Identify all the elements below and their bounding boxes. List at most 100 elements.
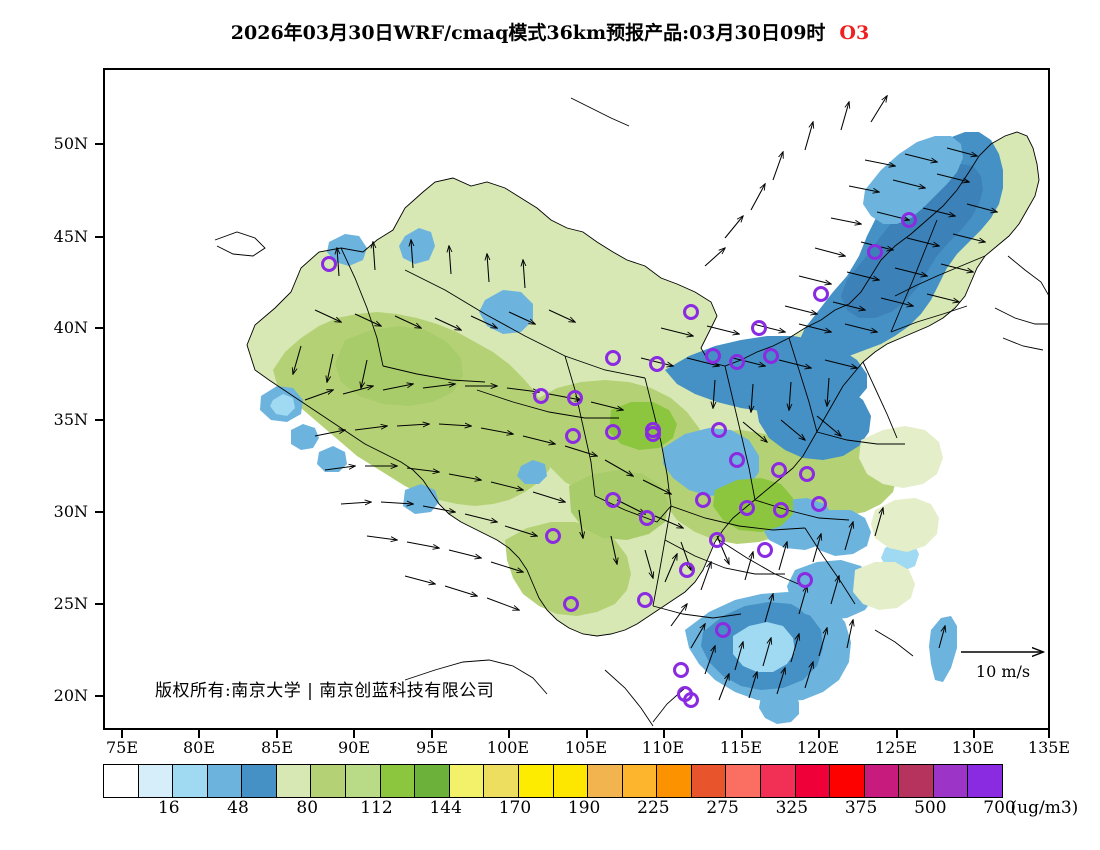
colorbar-segment-8 [380,765,416,797]
xtick-mark [431,730,433,738]
ytick-mark [95,603,103,605]
xtick-label: 115E [719,738,763,757]
ytick-mark [95,419,103,421]
ytick-mark [95,695,103,697]
xtick-label: 95E [415,738,449,757]
fill-level-112-coast2 [871,498,939,552]
ytick-label: 35N [53,410,88,429]
city-marker [565,428,581,444]
city-marker [645,426,661,442]
colorbar-segment-10 [449,765,485,797]
city-marker [605,492,621,508]
city-marker [639,510,655,526]
colorbar-segment-21 [830,765,865,797]
fill-level-80-west-patch2 [270,394,295,416]
fill-level-80-south-core [733,622,795,672]
city-marker [533,388,549,404]
fill-level-80-center-patch2 [517,460,547,484]
city-marker [811,496,827,512]
city-marker [705,348,721,364]
administrative-boundaries [214,97,1048,727]
city-marker [683,304,699,320]
ytick-label: 50N [53,134,88,153]
colorbar-units-label: (ug/m3) [1010,798,1079,818]
o3-concentration-fill [247,132,1039,724]
colorbar-segment-19 [760,765,796,797]
title-species-label: O3 [839,22,870,44]
colorbar-tick-label: 144 [429,798,462,818]
colorbar-segment-7 [346,765,381,797]
wind-scale-label: 10 m/s [975,662,1031,681]
colorbar-container [103,764,1050,798]
colorbar-tick-label: 225 [637,798,670,818]
wind-vector-field [293,96,997,701]
colorbar-segment-20 [795,765,831,797]
ytick-label: 25N [53,594,88,613]
city-marker [813,286,829,302]
xtick-mark [353,730,355,738]
ytick-label: 30N [53,502,88,521]
ytick-mark [95,511,103,513]
xtick-label: 120E [796,738,840,757]
colorbar-tick-label: 375 [844,798,878,818]
xtick-mark [818,730,820,738]
city-marker [545,528,561,544]
fill-level-80-xinjiang-patch1 [327,234,367,266]
xtick-mark [198,730,200,738]
title-main-text: 2026年03月30日WRF/cmaq模式36km预报产品:03月30日09时 [230,22,826,44]
xtick-mark [973,730,975,738]
city-marker [729,452,745,468]
ytick-mark [95,143,103,145]
xtick-mark [741,730,743,738]
fill-level-80-west-patch3 [291,424,319,450]
map-plot-area[interactable] [103,68,1050,730]
city-marker [679,562,695,578]
xtick-mark [276,730,278,738]
city-marker [751,320,767,336]
colorbar-tick-label: 275 [706,798,739,818]
city-marker [709,532,725,548]
xtick-label: 110E [641,738,685,757]
city-marker [797,572,813,588]
xtick-label: 90E [337,738,371,757]
fill-level-80-bohai [755,382,871,460]
colorbar-segment-6 [311,765,347,797]
colorbar-segment-16 [657,765,692,797]
colorbar-tick-label: 112 [360,798,393,818]
colorbar-segment-11 [484,765,519,797]
city-marker-group[interactable] [321,212,917,708]
colorbar-segment-1 [138,765,174,797]
fill-level-80-hainan [759,690,799,724]
ytick-label: 20N [53,686,88,705]
colorbar-tick-label: 48 [227,798,249,818]
city-marker [695,492,711,508]
xtick-label: 135E [1027,738,1071,757]
colorbar-tick-label: 700 [983,798,1016,818]
colorbar-segment-15 [622,765,658,797]
xtick-mark [586,730,588,738]
xtick-label: 100E [486,738,530,757]
ytick-label: 40N [53,318,88,337]
colorbar[interactable] [103,764,1003,798]
xtick-label: 85E [260,738,294,757]
colorbar-segment-25 [968,765,1003,797]
xtick-label: 105E [564,738,608,757]
city-marker [763,348,779,364]
colorbar-segment-3 [207,765,243,797]
colorbar-tick-label: 325 [775,798,809,818]
city-marker [605,424,621,440]
city-marker [739,500,755,516]
city-marker [563,596,579,612]
xtick-mark [663,730,665,738]
fill-level-112-coast3 [853,562,915,610]
xtick-label: 80E [182,738,216,757]
ytick-mark [95,327,103,329]
city-marker [799,466,815,482]
colorbar-tick-label: 80 [296,798,319,818]
copyright-notice: 版权所有:南京大学 | 南京创蓝科技有限公司 [155,681,495,701]
city-marker [771,462,787,478]
colorbar-segment-24 [933,765,969,797]
ytick-mark [95,236,103,238]
colorbar-segment-14 [588,765,623,797]
